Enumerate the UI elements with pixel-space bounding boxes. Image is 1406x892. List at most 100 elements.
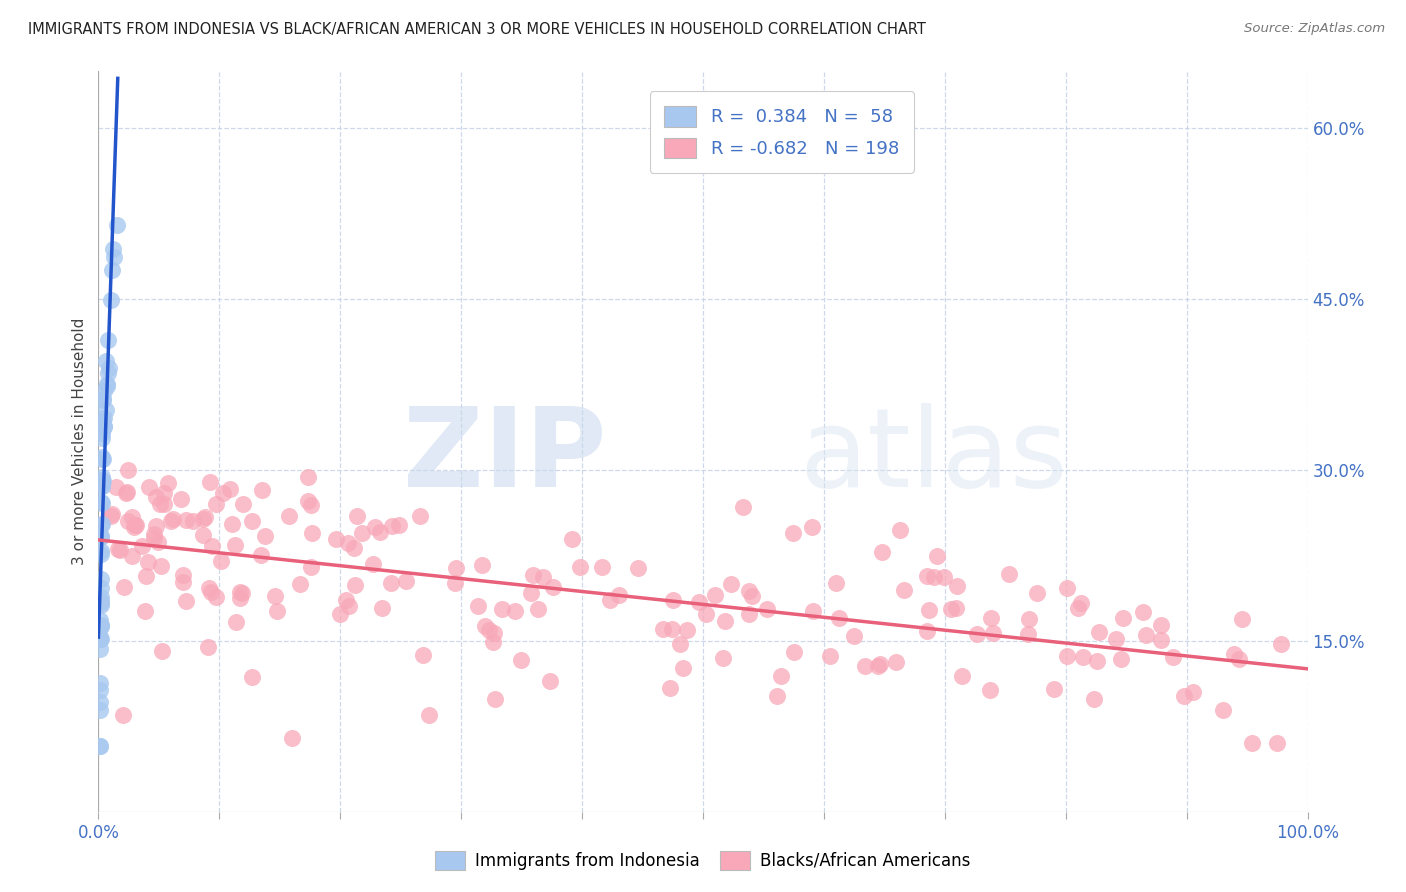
Point bbox=[240, 515, 263, 529]
Point bbox=[194, 510, 217, 524]
Point bbox=[688, 595, 710, 609]
Point bbox=[591, 560, 613, 574]
Point bbox=[191, 512, 214, 526]
Point bbox=[941, 602, 963, 616]
Point bbox=[221, 516, 243, 531]
Point bbox=[91, 451, 114, 466]
Point bbox=[229, 585, 252, 599]
Point bbox=[1212, 703, 1234, 717]
Point bbox=[250, 548, 273, 562]
Point bbox=[1173, 689, 1195, 703]
Point bbox=[720, 576, 742, 591]
Point bbox=[352, 526, 374, 541]
Point bbox=[136, 555, 159, 569]
Point bbox=[872, 545, 894, 559]
Point bbox=[945, 579, 967, 593]
Legend: R =  0.384   N =  58, R = -0.682   N = 198: R = 0.384 N = 58, R = -0.682 N = 198 bbox=[650, 92, 914, 173]
Point bbox=[1132, 606, 1154, 620]
Point bbox=[91, 414, 114, 428]
Point bbox=[658, 681, 681, 696]
Point bbox=[90, 581, 112, 595]
Point bbox=[1232, 612, 1254, 626]
Point bbox=[979, 682, 1001, 697]
Point bbox=[90, 517, 112, 532]
Point bbox=[138, 479, 160, 493]
Point bbox=[484, 692, 506, 706]
Point bbox=[484, 626, 506, 640]
Point bbox=[368, 524, 391, 539]
Point bbox=[114, 486, 136, 500]
Point bbox=[884, 656, 907, 670]
Point bbox=[104, 480, 127, 494]
Point bbox=[932, 570, 955, 584]
Point bbox=[627, 561, 650, 575]
Point bbox=[176, 512, 198, 526]
Point bbox=[148, 535, 170, 549]
Point bbox=[866, 659, 889, 673]
Point bbox=[157, 476, 180, 491]
Point bbox=[828, 611, 851, 625]
Point bbox=[842, 629, 865, 643]
Point bbox=[1227, 652, 1250, 666]
Point bbox=[91, 469, 114, 483]
Text: atlas: atlas bbox=[800, 403, 1069, 510]
Point bbox=[818, 649, 841, 664]
Point bbox=[918, 603, 941, 617]
Point bbox=[143, 527, 166, 541]
Point bbox=[90, 572, 112, 586]
Point bbox=[148, 497, 170, 511]
Text: IMMIGRANTS FROM INDONESIA VS BLACK/AFRICAN AMERICAN 3 OR MORE VEHICLES IN HOUSEH: IMMIGRANTS FROM INDONESIA VS BLACK/AFRIC… bbox=[28, 22, 927, 37]
Point bbox=[91, 479, 114, 493]
Point bbox=[738, 607, 761, 622]
Point bbox=[89, 702, 111, 716]
Point bbox=[101, 242, 124, 256]
Point bbox=[117, 514, 139, 528]
Point bbox=[96, 377, 118, 392]
Point bbox=[672, 661, 695, 675]
Point bbox=[89, 632, 111, 647]
Point bbox=[299, 560, 322, 574]
Point bbox=[301, 526, 323, 541]
Point bbox=[91, 473, 114, 487]
Point bbox=[1150, 617, 1173, 632]
Point bbox=[91, 451, 114, 466]
Point bbox=[107, 541, 129, 556]
Point bbox=[297, 470, 319, 484]
Point bbox=[100, 508, 122, 523]
Point bbox=[782, 645, 804, 659]
Point bbox=[122, 520, 145, 534]
Point bbox=[89, 676, 111, 690]
Point bbox=[915, 569, 938, 583]
Point bbox=[93, 411, 115, 425]
Point bbox=[481, 635, 503, 649]
Point bbox=[89, 641, 111, 656]
Point bbox=[281, 731, 304, 745]
Point bbox=[738, 583, 761, 598]
Point bbox=[1265, 736, 1288, 750]
Point bbox=[344, 577, 367, 591]
Point bbox=[198, 475, 221, 489]
Point bbox=[121, 549, 143, 563]
Point bbox=[925, 549, 948, 563]
Point bbox=[467, 599, 489, 613]
Point bbox=[325, 532, 347, 546]
Point bbox=[520, 586, 543, 600]
Point bbox=[661, 622, 683, 636]
Point bbox=[224, 539, 246, 553]
Point bbox=[1018, 627, 1040, 641]
Point bbox=[112, 707, 135, 722]
Point bbox=[145, 490, 167, 504]
Point bbox=[703, 588, 725, 602]
Point bbox=[1056, 581, 1078, 595]
Point bbox=[531, 570, 554, 584]
Point bbox=[91, 474, 114, 488]
Point bbox=[90, 529, 112, 543]
Point bbox=[756, 602, 779, 616]
Point bbox=[153, 497, 176, 511]
Point bbox=[1073, 650, 1095, 665]
Point bbox=[91, 431, 114, 445]
Point bbox=[209, 554, 232, 568]
Point bbox=[90, 632, 112, 647]
Point bbox=[329, 607, 352, 621]
Point bbox=[526, 601, 548, 615]
